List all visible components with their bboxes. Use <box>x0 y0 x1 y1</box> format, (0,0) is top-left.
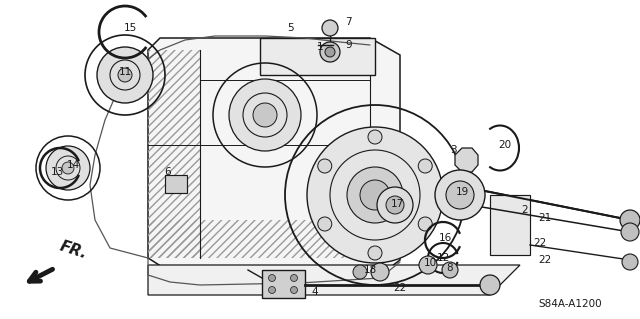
Text: 8: 8 <box>447 263 453 273</box>
Polygon shape <box>148 38 400 280</box>
Circle shape <box>360 180 390 210</box>
Text: 3: 3 <box>450 145 456 155</box>
Circle shape <box>325 47 335 57</box>
Circle shape <box>347 167 403 223</box>
Text: 22: 22 <box>533 238 547 248</box>
Circle shape <box>446 181 474 209</box>
Text: 20: 20 <box>499 140 511 150</box>
Circle shape <box>435 170 485 220</box>
Text: 12: 12 <box>436 253 450 263</box>
Circle shape <box>291 275 298 281</box>
Circle shape <box>253 103 277 127</box>
Text: 22: 22 <box>394 283 406 293</box>
Circle shape <box>622 254 638 270</box>
Circle shape <box>291 286 298 293</box>
Text: 16: 16 <box>438 233 452 243</box>
Circle shape <box>118 68 132 82</box>
Circle shape <box>322 20 338 36</box>
Circle shape <box>386 196 404 214</box>
Text: 2: 2 <box>522 205 528 215</box>
Polygon shape <box>490 195 530 255</box>
Text: 9: 9 <box>346 40 352 50</box>
Text: 5: 5 <box>287 23 293 33</box>
Text: 11: 11 <box>118 67 132 77</box>
Circle shape <box>46 146 90 190</box>
Text: 17: 17 <box>390 199 404 209</box>
Text: 4: 4 <box>312 287 318 297</box>
Text: 19: 19 <box>456 187 468 197</box>
Polygon shape <box>260 38 375 75</box>
Text: S84A-A1200: S84A-A1200 <box>538 299 602 309</box>
Circle shape <box>62 162 74 174</box>
Circle shape <box>371 263 389 281</box>
Text: 14: 14 <box>67 160 79 170</box>
Circle shape <box>320 42 340 62</box>
Text: 7: 7 <box>345 17 351 27</box>
Text: 6: 6 <box>164 167 172 177</box>
Circle shape <box>620 210 640 230</box>
Circle shape <box>368 130 382 144</box>
Circle shape <box>97 47 153 103</box>
Circle shape <box>368 246 382 260</box>
Text: 21: 21 <box>538 213 552 223</box>
Circle shape <box>480 275 500 295</box>
Polygon shape <box>455 148 478 172</box>
Polygon shape <box>148 265 520 295</box>
Text: 15: 15 <box>124 23 136 33</box>
Circle shape <box>307 127 443 263</box>
Circle shape <box>418 159 432 173</box>
Text: 22: 22 <box>538 255 552 265</box>
Text: FR.: FR. <box>58 239 90 262</box>
Circle shape <box>621 223 639 241</box>
Circle shape <box>418 217 432 231</box>
Circle shape <box>377 187 413 223</box>
Polygon shape <box>165 175 187 193</box>
Text: 18: 18 <box>364 265 376 275</box>
Circle shape <box>353 265 367 279</box>
Circle shape <box>269 275 275 281</box>
Text: 13: 13 <box>51 167 63 177</box>
Text: 10: 10 <box>424 258 436 268</box>
Polygon shape <box>262 270 305 298</box>
Text: 1: 1 <box>317 42 323 52</box>
Circle shape <box>318 159 332 173</box>
Circle shape <box>419 256 437 274</box>
Circle shape <box>318 217 332 231</box>
Circle shape <box>269 286 275 293</box>
Circle shape <box>442 262 458 278</box>
Circle shape <box>229 79 301 151</box>
